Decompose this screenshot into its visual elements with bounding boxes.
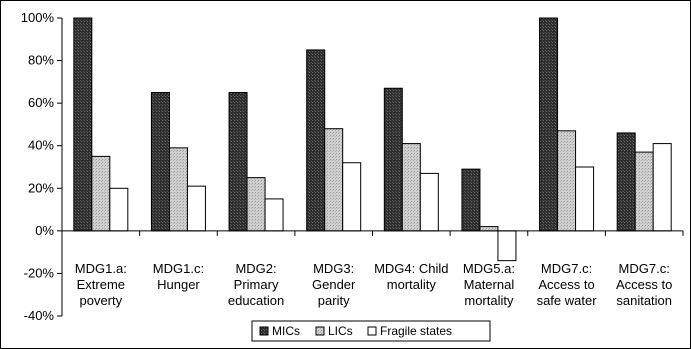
bar-fragile-states bbox=[575, 166, 595, 232]
y-tick-label: 20% bbox=[28, 180, 54, 195]
x-axis bbox=[61, 230, 684, 236]
category-label: MDG7.c: Access to safe water bbox=[537, 261, 598, 308]
y-tick-label: -20% bbox=[24, 265, 55, 280]
y-tick-label: -40% bbox=[24, 308, 55, 323]
bar-lics bbox=[246, 177, 266, 232]
bar-mics bbox=[306, 49, 326, 232]
legend: MICs LICs Fragile states bbox=[251, 320, 491, 342]
bar-fragile-states bbox=[497, 230, 517, 262]
y-tick-label: 100% bbox=[21, 10, 55, 25]
y-tick-label: 40% bbox=[28, 138, 54, 153]
bar-fragile-states bbox=[186, 185, 206, 232]
y-tick-label: 0% bbox=[35, 223, 54, 238]
category-label: MDG1.a: Extreme poverty bbox=[75, 261, 127, 308]
bar-fragile-states bbox=[264, 198, 284, 232]
bar-lics bbox=[479, 226, 499, 232]
category-label: MDG5.a: Maternal mortality bbox=[463, 261, 515, 308]
y-tick-label: 80% bbox=[28, 53, 54, 68]
legend-label: Fragile states bbox=[380, 324, 452, 338]
bar-mics bbox=[539, 17, 559, 232]
legend-label: LICs bbox=[328, 324, 353, 338]
bar-lics bbox=[168, 147, 188, 232]
bar-lics bbox=[324, 128, 344, 232]
bars bbox=[73, 17, 672, 262]
y-axis: -40% -20% 0% 20% 40% 60% 80% 100% bbox=[21, 10, 63, 323]
legend-item-fragile-states: Fragile states bbox=[367, 324, 452, 338]
category-label: MDG7.c: Access to sanitation bbox=[616, 261, 672, 308]
legend-swatch bbox=[367, 326, 377, 336]
category-label: MDG4: Child mortality bbox=[374, 261, 448, 292]
bar-mics bbox=[383, 87, 403, 232]
bar-mics bbox=[73, 17, 93, 232]
legend-label: MICs bbox=[272, 324, 300, 338]
category-label: MDG1.c: Hunger bbox=[153, 261, 204, 292]
legend-swatch bbox=[315, 326, 325, 336]
bar-fragile-states bbox=[342, 162, 362, 232]
bar-mics bbox=[616, 132, 636, 232]
legend-item-lics: LICs bbox=[315, 324, 353, 338]
bar-lics bbox=[401, 143, 421, 232]
legend-item-mics: MICs bbox=[259, 324, 300, 338]
category-label: MDG3: Gender parity bbox=[312, 261, 356, 308]
category-labels: MDG1.a: Extreme poverty MDG1.c: Hunger MDG2: P… bbox=[75, 261, 673, 308]
bar-fragile-states bbox=[652, 143, 672, 232]
category-label: MDG2: Primary education bbox=[228, 261, 284, 308]
bar-mics bbox=[150, 92, 170, 232]
bar-lics bbox=[634, 151, 654, 232]
bar-lics bbox=[557, 130, 577, 232]
bar-lics bbox=[91, 155, 111, 232]
bar-mics bbox=[461, 168, 481, 232]
bar-fragile-states bbox=[419, 172, 439, 232]
legend-swatch bbox=[259, 326, 269, 336]
y-tick-label: 60% bbox=[28, 95, 54, 110]
bar-fragile-states bbox=[109, 187, 129, 232]
bar-mics bbox=[228, 92, 248, 232]
